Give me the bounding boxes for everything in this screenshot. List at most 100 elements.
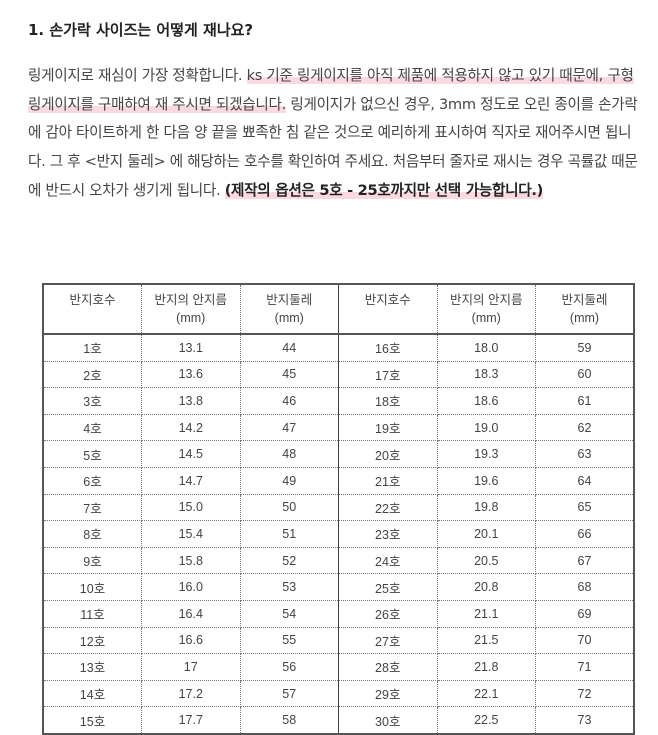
- table-cell: 15호: [43, 706, 142, 735]
- table-cell: 20.8: [437, 573, 536, 601]
- table-header-row: 반지호수 반지의 안지름 (mm) 반지둘레 (mm) 반지호수 반지의 안지름 (mm) 반지…: [43, 284, 635, 335]
- table-cell: 16.6: [141, 627, 241, 655]
- table-cell: 70: [535, 627, 635, 655]
- section-heading: 1. 손가락 사이즈는 어떻게 재나요?: [28, 21, 254, 39]
- table-cell: 50: [240, 494, 339, 522]
- table-row: 6호 14.7 49 21호 19.6 64: [43, 467, 635, 495]
- table-cell: 19.3: [437, 440, 536, 468]
- table-cell: 21.5: [437, 627, 536, 655]
- table-cell: 3호: [43, 387, 142, 415]
- table-cell: 19.8: [437, 494, 536, 522]
- column-header-line: 반지호수: [364, 293, 411, 307]
- table-cell: 2호: [43, 361, 142, 389]
- table-row: 2호 13.6 45 17호 18.3 60: [43, 361, 635, 389]
- table-cell: 66: [535, 520, 635, 548]
- column-header-line: (mm): [471, 311, 501, 325]
- table-cell: 60: [535, 361, 635, 389]
- table-cell: 18호: [338, 387, 438, 415]
- table-cell: 16호: [338, 334, 438, 362]
- table-cell: 72: [535, 680, 635, 708]
- column-header-line: 반지의 안지름: [450, 293, 523, 307]
- table-cell: 20.5: [437, 547, 536, 575]
- table-cell: 47: [240, 414, 339, 442]
- table-cell: 27호: [338, 627, 438, 655]
- table-cell: 73: [535, 706, 635, 735]
- table-cell: 21.1: [437, 600, 536, 628]
- table-cell: 24호: [338, 547, 438, 575]
- table-row: 13호 17 56 28호 21.8 71: [43, 653, 635, 681]
- table-cell: 28호: [338, 653, 438, 681]
- table-cell: 18.6: [437, 387, 536, 415]
- column-header: 반지의 안지름 (mm): [141, 284, 241, 335]
- table-cell: 12호: [43, 627, 142, 655]
- table-cell: 20호: [338, 440, 438, 468]
- table-row: 11호 16.4 54 26호 21.1 69: [43, 600, 635, 628]
- table-cell: 17호: [338, 361, 438, 389]
- table-cell: 69: [535, 600, 635, 628]
- table-cell: 55: [240, 627, 339, 655]
- column-header: 반지호수: [338, 284, 438, 335]
- table-row: 12호 16.6 55 27호 21.5 70: [43, 627, 635, 655]
- table-cell: 15.4: [141, 520, 241, 548]
- table-row: 9호 15.8 52 24호 20.5 67: [43, 547, 635, 575]
- table-cell: 68: [535, 573, 635, 601]
- highlighted-bold-note: (제작의 옵션은 5호 - 25호까지만 선택 가능합니다.): [224, 181, 543, 199]
- column-header: 반지둘레 (mm): [240, 284, 339, 335]
- table-row: 7호 15.0 50 22호 19.8 65: [43, 494, 635, 522]
- table-cell: 16.4: [141, 600, 241, 628]
- table-cell: 14.2: [141, 414, 241, 442]
- table-cell: 45: [240, 361, 339, 389]
- table-cell: 18.0: [437, 334, 536, 362]
- table-cell: 22.5: [437, 706, 536, 735]
- table-cell: 52: [240, 547, 339, 575]
- table-cell: 56: [240, 653, 339, 681]
- column-header-line: (mm): [569, 311, 600, 325]
- table-cell: 17.2: [141, 680, 241, 708]
- table-cell: 14.5: [141, 440, 241, 468]
- table-cell: 14호: [43, 680, 142, 708]
- table-cell: 19호: [338, 414, 438, 442]
- table-cell: 53: [240, 573, 339, 601]
- table-cell: 10호: [43, 573, 142, 601]
- table-cell: 15.0: [141, 494, 241, 522]
- table-cell: 62: [535, 414, 635, 442]
- table-cell: 22호: [338, 494, 438, 522]
- text: 링게이지로 재심이 가장 정확합니다.: [28, 67, 247, 84]
- table-cell: 13.1: [141, 334, 241, 362]
- column-header: 반지의 안지름 (mm): [437, 284, 536, 335]
- table-cell: 49: [240, 467, 339, 495]
- table-cell: 13.8: [141, 387, 241, 415]
- table-row: 5호 14.5 48 20호 19.3 63: [43, 440, 635, 468]
- table-row: 14호 17.2 57 29호 22.1 72: [43, 680, 635, 708]
- table-cell: 44: [240, 334, 339, 362]
- table-cell: 19.6: [437, 467, 536, 495]
- table-cell: 9호: [43, 547, 142, 575]
- table-cell: 57: [240, 680, 339, 708]
- table-cell: 26호: [338, 600, 438, 628]
- table-cell: 18.3: [437, 361, 536, 389]
- table-cell: 15.8: [141, 547, 241, 575]
- table-cell: 13호: [43, 653, 142, 681]
- table-cell: 71: [535, 653, 635, 681]
- column-header-line: (mm): [274, 311, 304, 325]
- table-cell: 20.1: [437, 520, 536, 548]
- instructions-paragraph: 링게이지로 재심이 가장 정확합니다. ks 기준 링게이지를 아직 제품에 적…: [28, 62, 640, 206]
- table-cell: 63: [535, 440, 635, 468]
- table-cell: 11호: [43, 600, 142, 628]
- column-header-line: 반지둘레: [561, 293, 608, 307]
- table-cell: 30호: [338, 706, 438, 735]
- table-cell: 21호: [338, 467, 438, 495]
- table-cell: 48: [240, 440, 339, 468]
- table-cell: 61: [535, 387, 635, 415]
- table-cell: 5호: [43, 440, 142, 468]
- table-cell: 6호: [43, 467, 142, 495]
- table-row: 8호 15.4 51 23호 20.1 66: [43, 520, 635, 548]
- ring-size-table: 반지호수 반지의 안지름 (mm) 반지둘레 (mm) 반지호수 반지의 안지름 (mm) 반지…: [42, 283, 635, 735]
- table-cell: 22.1: [437, 680, 536, 708]
- table-cell: 17.7: [141, 706, 241, 735]
- table-cell: 4호: [43, 414, 142, 442]
- column-header-line: 반지둘레: [266, 293, 313, 307]
- table-cell: 67: [535, 547, 635, 575]
- table-cell: 25호: [338, 573, 438, 601]
- text: 링게이지가 없으신 경우, 3mm 정도로 오린 종이를 손가락에 감아 타이트…: [28, 95, 638, 199]
